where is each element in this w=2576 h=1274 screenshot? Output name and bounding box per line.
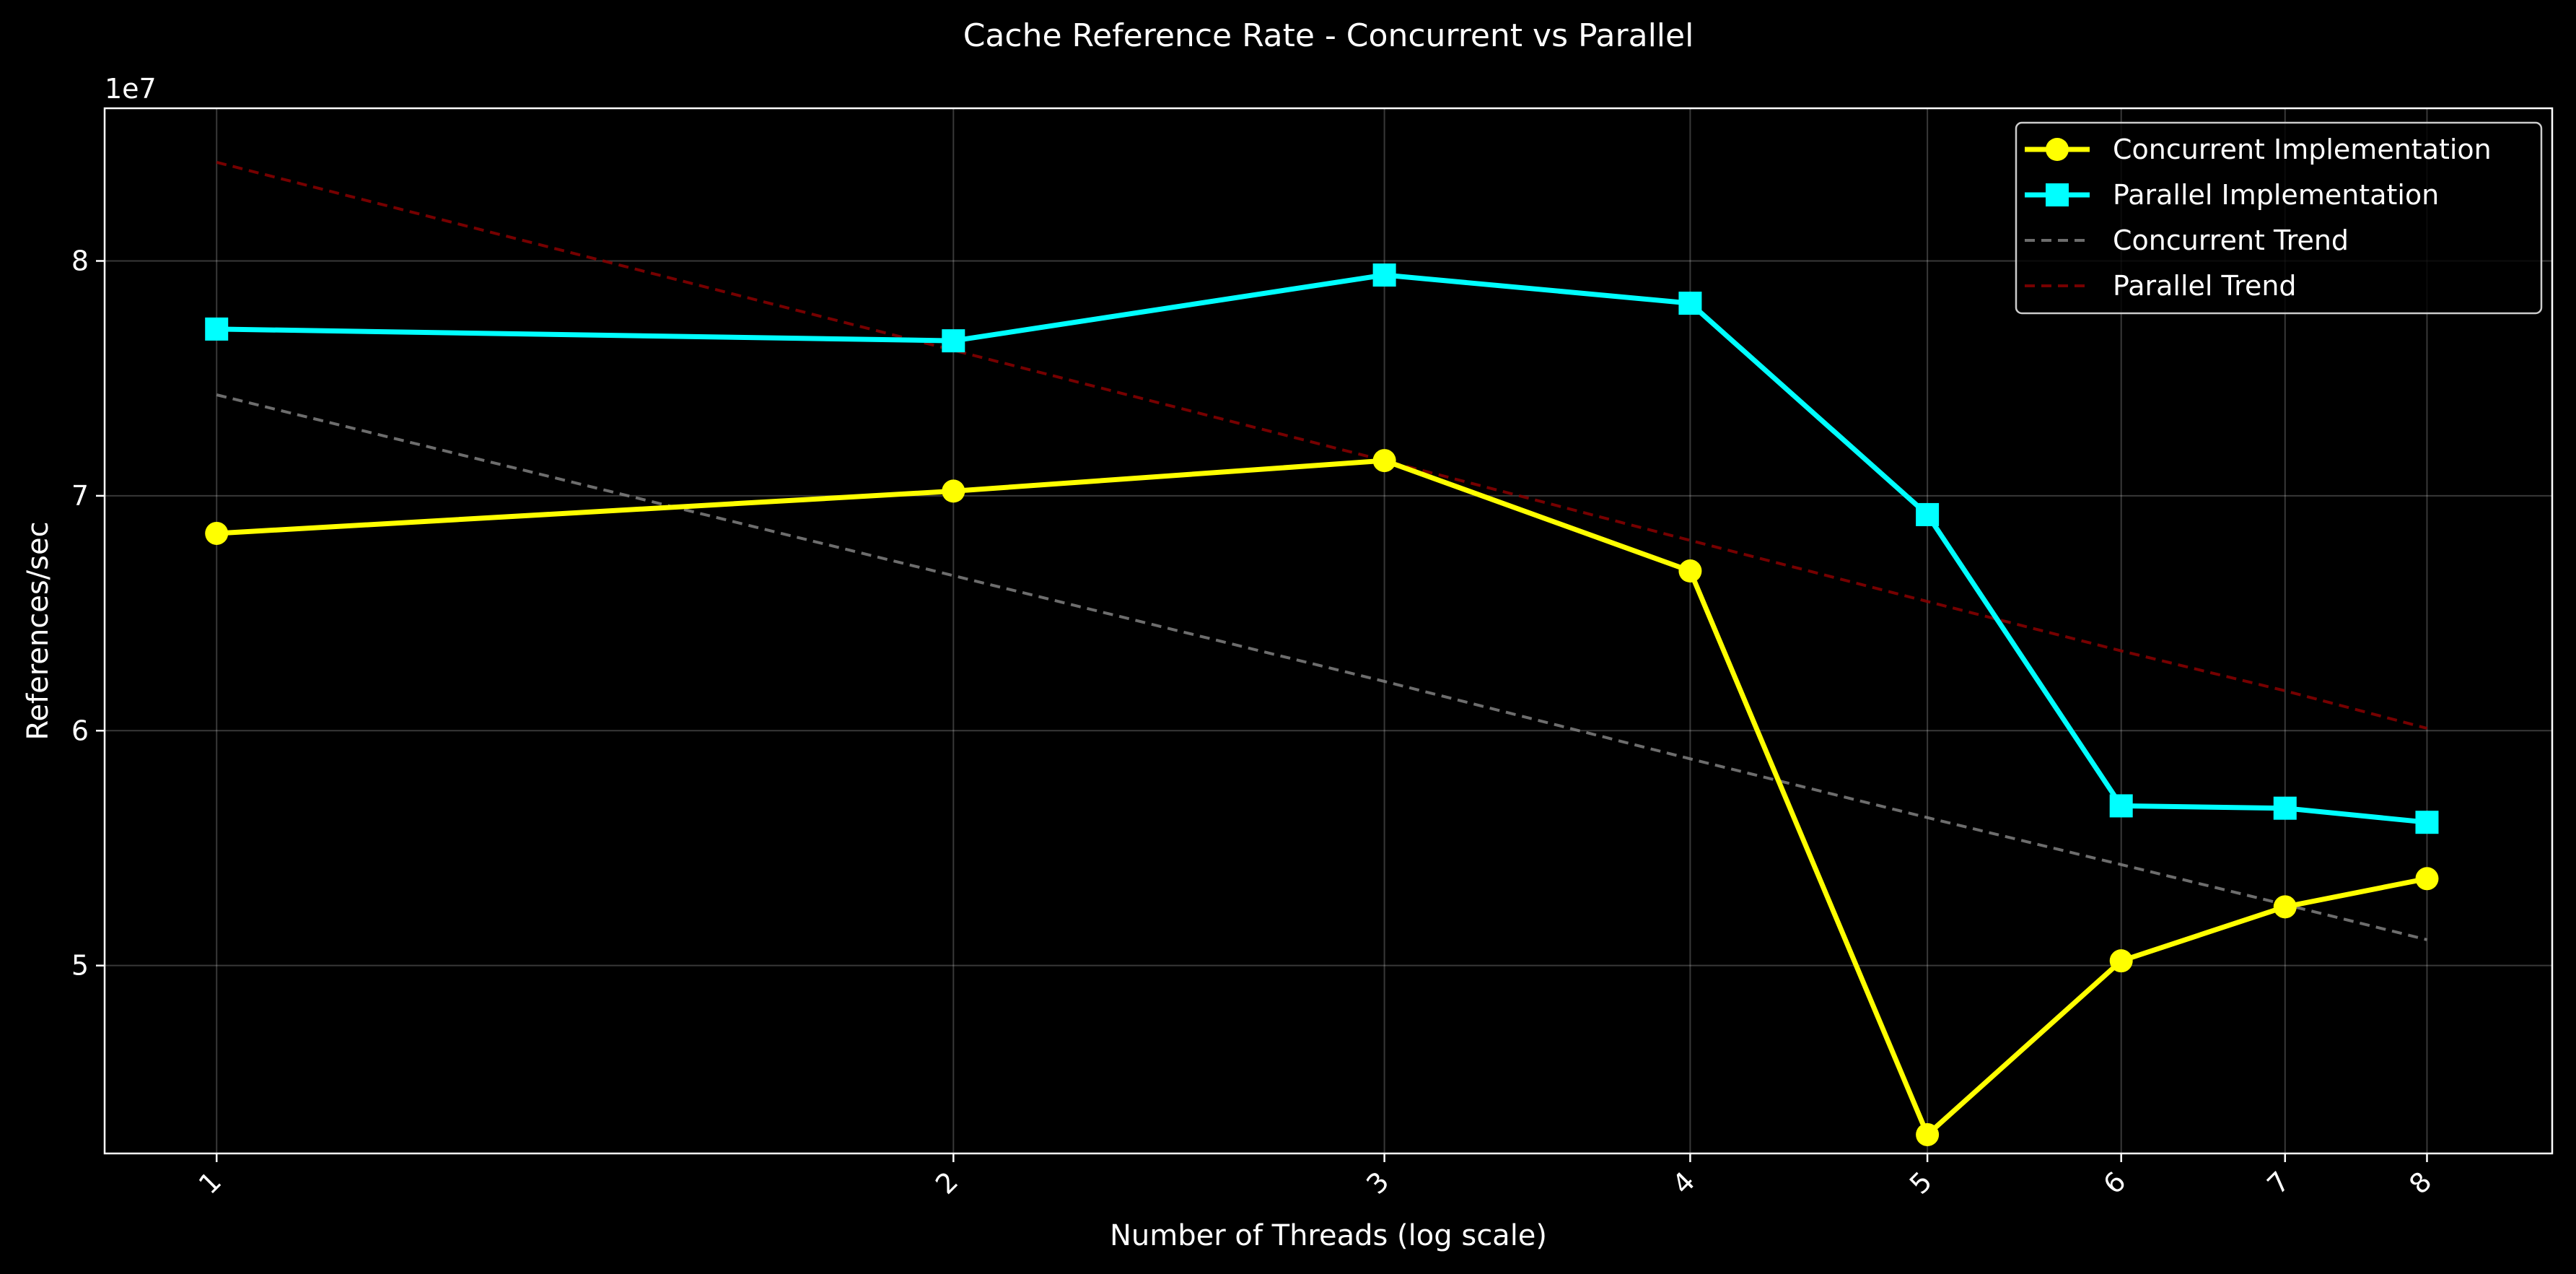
legend-parallel-trend-label: Parallel Trend bbox=[2113, 270, 2297, 302]
concurrent-implementation-line bbox=[216, 458, 2428, 1138]
y-tick-label: 7 bbox=[71, 480, 89, 512]
concurrent-trend-line bbox=[216, 393, 2427, 941]
parallel-implementation-line bbox=[216, 272, 2427, 825]
legend-concurrent-trend-label: Concurrent Trend bbox=[2113, 224, 2349, 256]
legend-entries: Concurrent Implementation Parallel Implem… bbox=[2025, 134, 2492, 302]
parallel-implementation-point bbox=[2109, 794, 2133, 818]
parallel-implementation-point bbox=[1916, 502, 1940, 526]
parallel-implementation-point bbox=[2273, 796, 2297, 820]
parallel-trend-line bbox=[216, 160, 2428, 730]
legend-parallel-implementation-label: Parallel Implementation bbox=[2113, 179, 2439, 211]
legend-parallel-implementation-marker bbox=[2046, 183, 2069, 206]
x-axis-label: Number of Threads (log scale) bbox=[1110, 1219, 1547, 1252]
concurrent-implementation-point bbox=[1678, 559, 1702, 583]
legend-concurrent-implementation-label: Concurrent Implementation bbox=[2113, 134, 2492, 165]
concurrent-implementation-point bbox=[205, 521, 229, 545]
legend-concurrent-implementation-marker bbox=[2046, 138, 2069, 161]
chart-title: Cache Reference Rate - Concurrent vs Par… bbox=[963, 17, 1694, 54]
concurrent-implementation-point bbox=[1372, 449, 1396, 473]
y-tick-label: 5 bbox=[71, 950, 89, 982]
concurrent-implementation-point bbox=[2415, 867, 2439, 891]
parallel-implementation-point bbox=[2415, 811, 2439, 834]
concurrent-implementation-point bbox=[2109, 949, 2133, 973]
parallel-implementation-point bbox=[205, 317, 229, 341]
parallel-implementation-point bbox=[1678, 292, 1702, 315]
parallel-implementation-point bbox=[942, 329, 965, 353]
legend: Concurrent Implementation Parallel Implem… bbox=[2015, 121, 2543, 315]
series-layer bbox=[205, 160, 2439, 1146]
y-tick-label: 6 bbox=[71, 715, 89, 746]
plot-frame bbox=[103, 107, 2554, 1155]
concurrent-implementation-point bbox=[942, 479, 965, 503]
y-tick-label: 8 bbox=[71, 245, 89, 277]
legend-frame bbox=[2015, 121, 2543, 315]
y-axis-label: References/sec bbox=[22, 521, 55, 740]
concurrent-implementation-point bbox=[2273, 895, 2297, 919]
y-axis-offset-label: 1e7 bbox=[105, 73, 157, 105]
parallel-implementation-point bbox=[1372, 263, 1396, 287]
concurrent-implementation-point bbox=[1916, 1122, 1940, 1146]
